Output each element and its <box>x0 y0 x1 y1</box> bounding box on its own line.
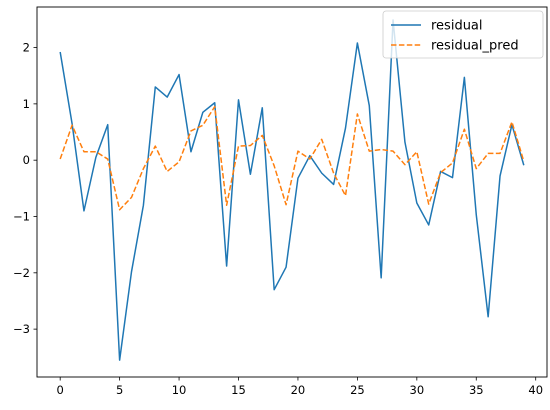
legend-label-residual: residual <box>431 19 483 34</box>
x-tick-label: 0 <box>57 383 64 397</box>
x-tick-label: 5 <box>116 383 123 397</box>
legend: residual residual_pred <box>382 10 544 59</box>
x-tick-label: 10 <box>172 383 187 397</box>
y-tick-label: −2 <box>13 266 30 280</box>
plot-area <box>37 7 547 377</box>
x-tick-label: 30 <box>410 383 425 397</box>
x-tick-label: 20 <box>291 383 306 397</box>
y-tick-label: −3 <box>13 322 30 336</box>
series-layer <box>59 19 525 361</box>
x-tick-label: 15 <box>231 383 246 397</box>
x-tick-label: 25 <box>350 383 365 397</box>
legend-box <box>382 10 544 59</box>
y-tick-label: 1 <box>23 97 30 111</box>
x-axis: 0 5 10 15 20 25 30 35 40 <box>57 377 543 397</box>
x-tick-label: 40 <box>528 383 543 397</box>
y-tick-label: 2 <box>23 41 30 55</box>
series-line-residual-pred <box>59 105 525 211</box>
axes-frame <box>36 6 548 378</box>
series-line-residual <box>59 19 525 361</box>
y-tick-label: −1 <box>13 209 30 223</box>
x-tick-label: 35 <box>469 383 484 397</box>
y-axis: −3 −2 −1 0 1 2 <box>13 41 37 336</box>
y-tick-label: 0 <box>23 153 30 167</box>
legend-label-residual-pred: residual_pred <box>431 39 519 54</box>
